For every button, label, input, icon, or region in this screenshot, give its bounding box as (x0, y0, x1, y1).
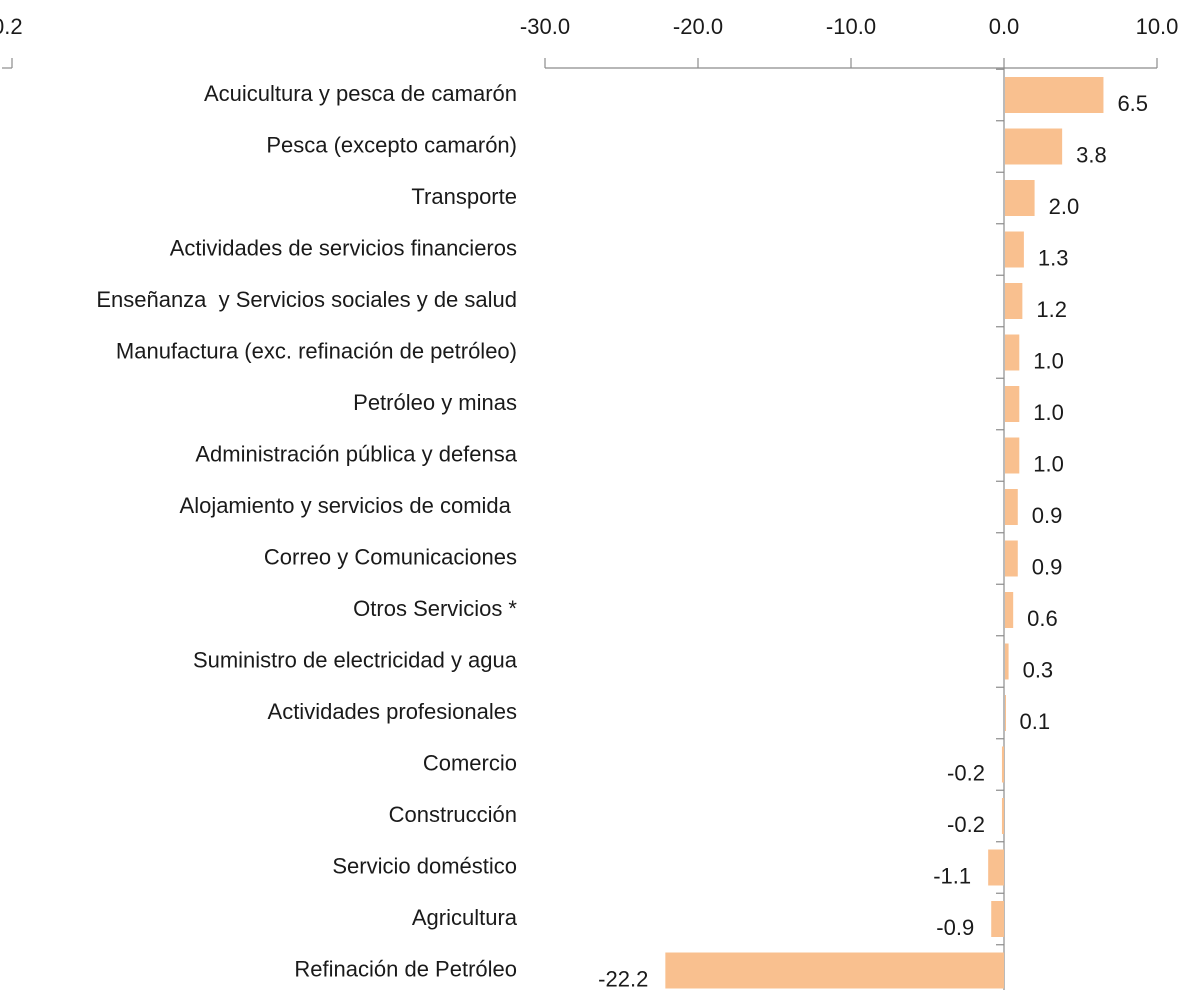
x-tick-label: 10.0 (1136, 14, 1179, 39)
y-tick-label: Otros Servicios * (353, 596, 517, 621)
bar (1005, 540, 1018, 577)
bar (1005, 437, 1020, 474)
value-label: 1.0 (1033, 348, 1064, 373)
value-label: 0.3 (1023, 657, 1054, 682)
x-tick-label: -20.0 (673, 14, 723, 39)
bar (1005, 128, 1063, 165)
y-tick-label: Alojamiento y servicios de comida (180, 493, 517, 518)
y-tick-label: Petróleo y minas (353, 390, 517, 415)
y-tick-label: Enseñanza y Servicios sociales y de salu… (96, 287, 517, 312)
y-tick-label: Refinación de Petróleo (294, 956, 517, 981)
y-tick-label: Comercio (423, 750, 517, 775)
bar (1005, 386, 1020, 422)
value-label: 3.8 (1076, 142, 1107, 167)
value-label: 6.5 (1117, 91, 1148, 116)
value-label: 1.2 (1036, 297, 1067, 322)
y-tick-label: Manufactura (exc. refinación de petróleo… (116, 338, 517, 363)
bar (1001, 746, 1004, 783)
value-label: 0.9 (1032, 554, 1063, 579)
value-label: 1.0 (1033, 451, 1064, 476)
value-label: -1.1 (933, 863, 971, 888)
bar (1005, 77, 1104, 113)
y-tick-label: Acuicultura y pesca de camarón (204, 81, 517, 106)
y-tick-label: Actividades profesionales (268, 699, 517, 724)
value-label: -22.2 (598, 966, 648, 990)
x-tick-label: -30.0 (520, 14, 570, 39)
value-label: -0.2 (947, 760, 985, 785)
bar (665, 952, 1004, 989)
y-tick-label: Transporte (411, 184, 517, 209)
value-label: 2.0 (1049, 194, 1080, 219)
value-label: 0.9 (1032, 503, 1063, 528)
bar (1005, 283, 1023, 319)
bar (1005, 334, 1020, 371)
y-tick-label: Agricultura (412, 905, 518, 930)
y-tick-label: Construcción (389, 802, 517, 827)
x-tick-label: 0.0 (989, 14, 1020, 39)
y-tick-label: Actividades de servicios financieros (170, 235, 517, 260)
y-tick-label: Suministro de electricidad y agua (193, 647, 518, 672)
value-label: -0.9 (936, 915, 974, 940)
y-tick-label: Pesca (excepto camarón) (266, 132, 517, 157)
bar (1005, 180, 1035, 216)
bar (1005, 695, 1006, 731)
bar (1005, 643, 1009, 680)
bar (1005, 231, 1024, 268)
value-label: -0.2 (947, 812, 985, 837)
bar (1001, 798, 1004, 834)
cropped-label: 0.2 (0, 14, 23, 39)
x-tick-label: -10.0 (826, 14, 876, 39)
y-tick-label: Correo y Comunicaciones (264, 544, 517, 569)
y-tick-label: Administración pública y defensa (195, 441, 517, 466)
bar (988, 849, 1004, 886)
bar (1005, 489, 1018, 525)
bar (991, 901, 1004, 937)
value-label: 0.1 (1020, 709, 1051, 734)
bar (1005, 592, 1014, 628)
y-tick-label: Servicio doméstico (332, 853, 517, 878)
value-label: 1.3 (1038, 245, 1069, 270)
value-label: 1.0 (1033, 400, 1064, 425)
value-label: 0.6 (1027, 606, 1058, 631)
